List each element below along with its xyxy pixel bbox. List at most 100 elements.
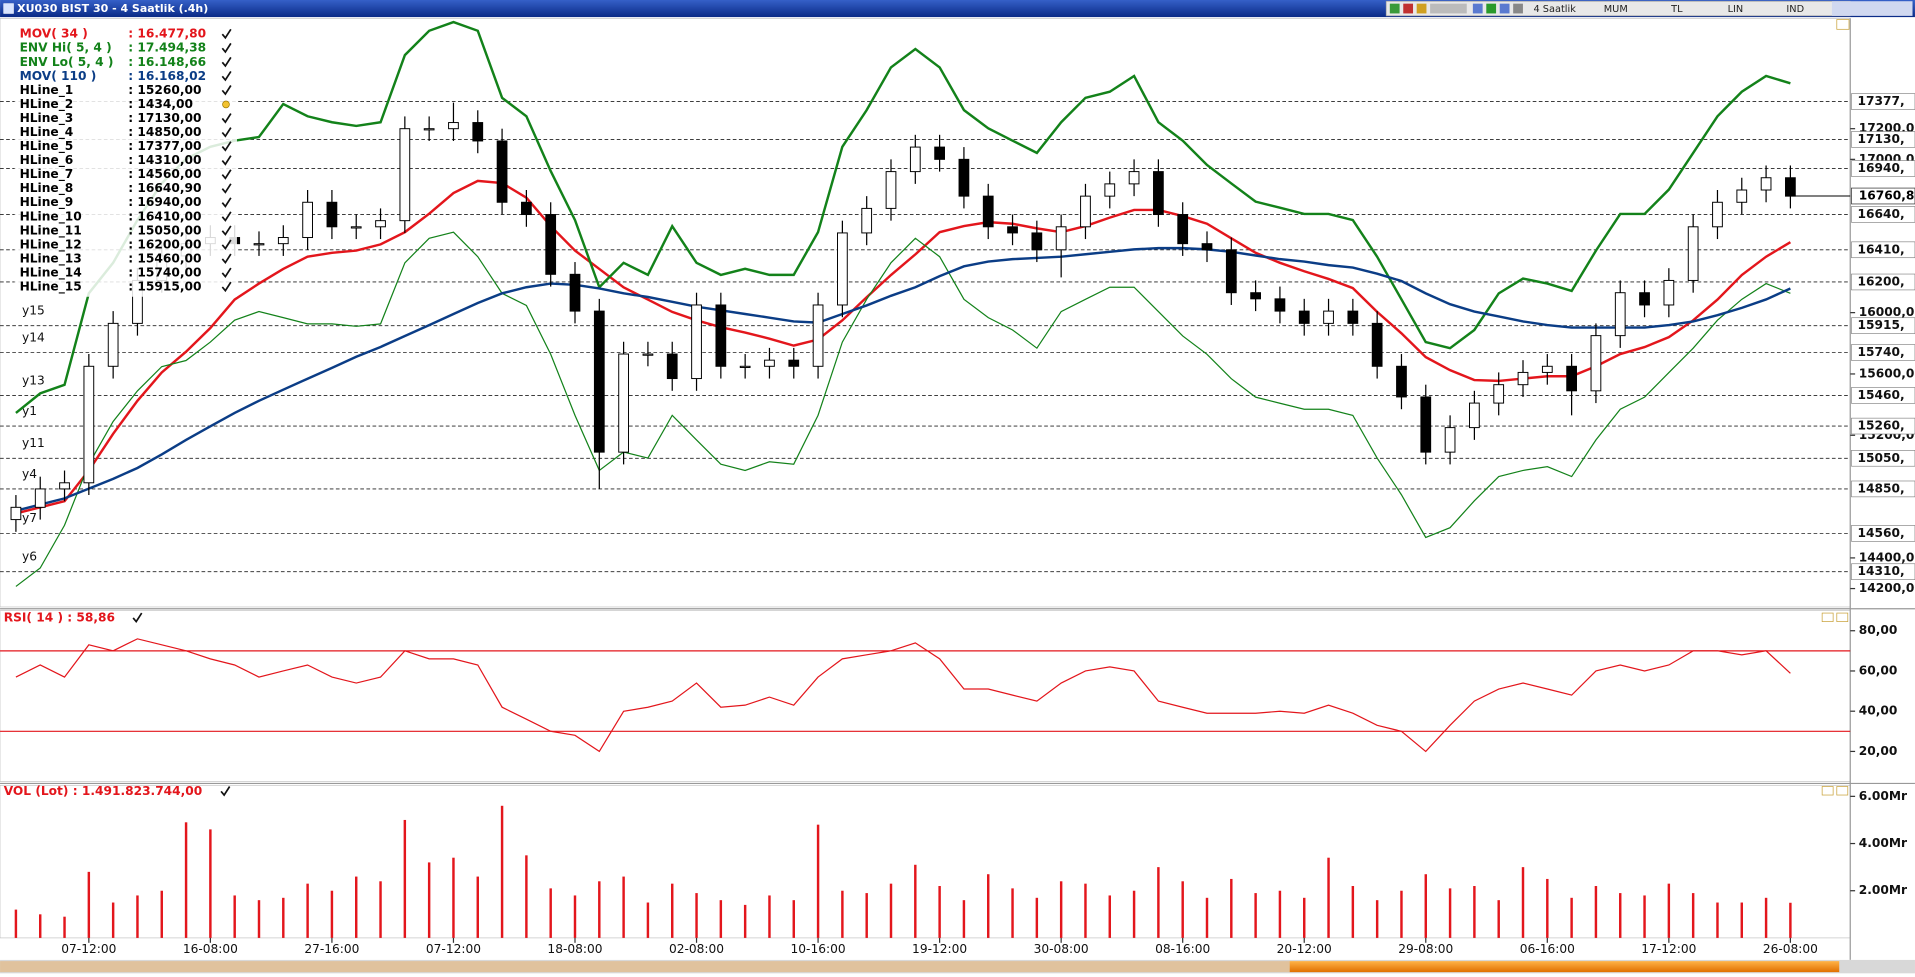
volume-bar — [452, 857, 455, 938]
volume-bar — [184, 822, 188, 938]
y-tick-label: 14400,0 — [1859, 550, 1915, 564]
tool-icon[interactable] — [1513, 3, 1523, 14]
candle-body — [1031, 232, 1043, 251]
legend-value: : 15050,00 — [128, 223, 201, 237]
volume-bar — [257, 900, 261, 938]
legend-name: HLine_2 — [20, 97, 74, 112]
volume-bar — [695, 893, 698, 938]
legend-name: HLine_7 — [20, 167, 74, 182]
volume-bar — [379, 881, 382, 938]
check-icon — [221, 211, 232, 222]
candle-body — [982, 195, 994, 228]
volume-bar — [1667, 883, 1671, 938]
candle-body — [107, 322, 119, 367]
volume-bar — [1497, 900, 1500, 938]
window-controls[interactable] — [1831, 1, 1913, 16]
volume-bar — [987, 874, 990, 938]
legend-name: HLine_6 — [20, 153, 74, 168]
legend-name: MOV( 110 ) — [20, 69, 97, 83]
candle-body — [934, 146, 945, 160]
volume-bar — [111, 902, 115, 938]
volume-bar — [427, 862, 431, 938]
y-tick-label: 2.00Mr — [1859, 883, 1907, 897]
tool-icon[interactable] — [1416, 3, 1427, 14]
candle-body — [1469, 402, 1480, 429]
candle-body — [837, 232, 848, 306]
tool-icon[interactable] — [1499, 3, 1510, 14]
panel-close[interactable] — [1836, 786, 1849, 796]
volume-bar — [330, 890, 334, 938]
tool-icon[interactable] — [1403, 3, 1414, 14]
scroll-track — [0, 961, 1290, 973]
candle-body — [1323, 310, 1334, 324]
hline-tag: y14 — [22, 330, 45, 344]
volume-bar — [63, 916, 66, 938]
indicator-line — [15, 179, 1792, 515]
tool-icon[interactable] — [1472, 3, 1483, 14]
hline-label: 15740, — [1858, 345, 1905, 359]
candle-body — [958, 158, 970, 197]
scroll-thumb[interactable] — [1289, 961, 1840, 973]
legend-name: HLine_14 — [20, 265, 82, 280]
candle-body — [1250, 292, 1261, 300]
check-icon — [221, 141, 232, 152]
panel-button[interactable] — [1836, 19, 1850, 30]
hline-tag: y7 — [22, 511, 37, 525]
x-tick-label: 29-08:00 — [1398, 942, 1453, 956]
legend-value: : 16.168,02 — [128, 69, 206, 83]
candle-body — [1153, 171, 1164, 216]
candle-body — [59, 482, 70, 490]
check-icon — [221, 127, 232, 138]
y-tick-label: 20,00 — [1859, 744, 1898, 758]
legend-name: HLine_1 — [20, 83, 74, 98]
hline-tag: y15 — [22, 304, 45, 318]
volume-bar — [160, 890, 163, 938]
rsi-panel — [0, 610, 1851, 782]
x-tick-label: 16-08:00 — [183, 942, 238, 956]
candle-body — [545, 214, 557, 275]
tool-icon[interactable] — [1389, 3, 1400, 14]
panel-button[interactable] — [1821, 612, 1834, 622]
window-icon — [3, 3, 14, 14]
hline-label: 17130, — [1858, 132, 1905, 146]
legend-value: : 14310,00 — [128, 153, 201, 167]
legend-name: HLine_11 — [20, 223, 82, 238]
tool-icon[interactable] — [1486, 3, 1497, 14]
candle-body — [399, 128, 411, 222]
check-icon — [221, 28, 232, 40]
panel-button[interactable] — [1821, 786, 1834, 796]
candle-body — [1590, 335, 1602, 392]
legend-value: : 14850,00 — [128, 125, 201, 139]
y-tick-label: 60,00 — [1859, 663, 1898, 677]
volume-bar — [1789, 902, 1792, 938]
x-tick-label: 27-16:00 — [304, 942, 359, 956]
legend-value: : 15460,00 — [128, 251, 201, 265]
hline-label: 16940, — [1858, 161, 1905, 175]
legend-value: : 1434,00 — [128, 97, 193, 111]
volume-bar — [1059, 881, 1063, 938]
volume-bar — [355, 876, 358, 938]
candle-body — [302, 201, 313, 239]
volume-bar — [743, 904, 747, 938]
hline-tag: y6 — [22, 550, 37, 564]
legend-name: HLine_13 — [20, 251, 82, 266]
volume-bar — [914, 864, 917, 938]
candle-body — [1760, 177, 1772, 191]
legend-value: : 15915,00 — [128, 279, 201, 293]
check-icon — [221, 253, 232, 265]
toolbar-label: 4 Saatlik — [1533, 4, 1576, 15]
y-tick-label: 14200,00 — [1859, 581, 1915, 595]
candle-body — [1663, 279, 1675, 306]
volume-bar — [792, 900, 795, 938]
check-icon — [221, 197, 232, 208]
hline-label: 14560, — [1858, 526, 1905, 540]
hline-label: 16200, — [1858, 274, 1905, 288]
panel-close[interactable] — [1836, 612, 1849, 622]
legend-name: ENV Hi( 5, 4 ) — [20, 41, 112, 55]
hline-label: 17377, — [1858, 94, 1905, 108]
panel-title: RSI( 14 ) : 58,86 — [4, 610, 115, 624]
x-tick-label: 20-12:00 — [1277, 942, 1332, 956]
tool-icon[interactable] — [1430, 3, 1467, 14]
legend-value: : 16410,00 — [128, 209, 201, 223]
